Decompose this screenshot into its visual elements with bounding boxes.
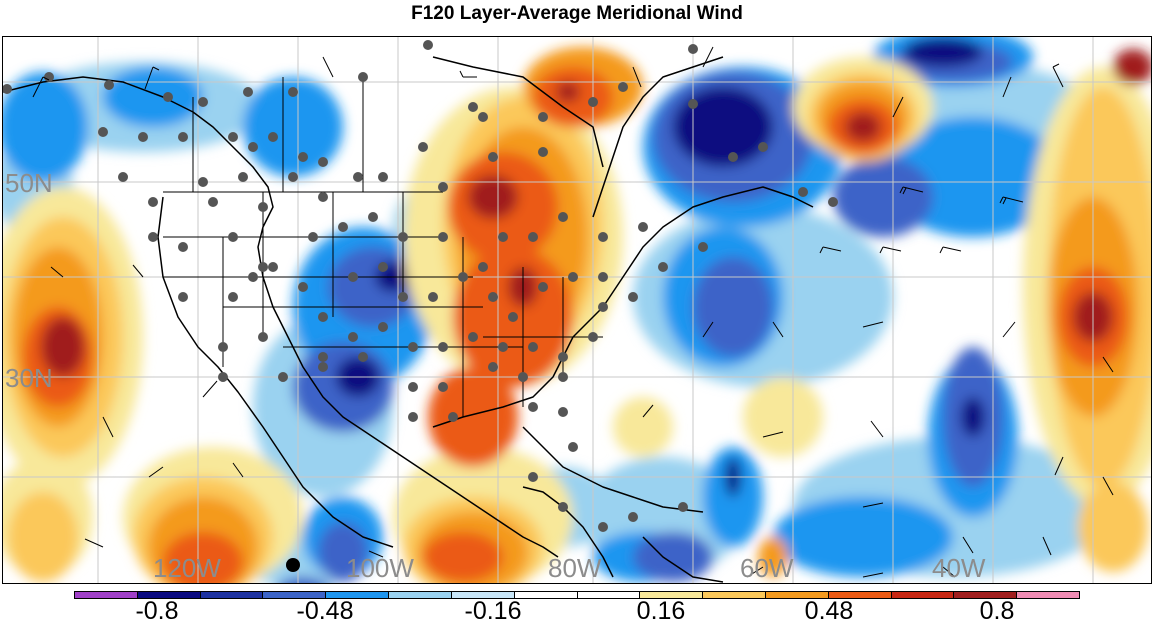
- colorbar: [74, 591, 1080, 599]
- colorbar-label-neg-0-48: -0.48: [296, 597, 354, 625]
- colorbar-segment: [954, 592, 1018, 598]
- colorbar-segment: [640, 592, 704, 598]
- colorbar-segment: [891, 592, 955, 598]
- longitude-label-80w: 80W: [548, 553, 602, 583]
- wind-map-canvas: [3, 37, 1151, 583]
- colorbar-segment: [263, 592, 327, 598]
- colorbar-label-0-8: 0.8: [979, 597, 1015, 625]
- latitude-label-50n: 50N: [5, 168, 53, 198]
- latitude-label-30n: 30N: [5, 363, 53, 393]
- colorbar-segment: [703, 592, 766, 598]
- colorbar-segment: [765, 592, 829, 598]
- colorbar-label-0-48: 0.48: [804, 597, 854, 625]
- meridional-wind-contours: [3, 37, 1151, 583]
- wind-barbs: [32, 46, 1114, 578]
- colorbar-segment: [451, 592, 515, 598]
- colorbar-segment: [389, 592, 452, 598]
- colorbar-segment: [514, 592, 578, 598]
- colorbar-segment: [137, 592, 201, 598]
- highlighted-station-dot: [286, 558, 300, 572]
- longitude-label-120w: 120W: [153, 553, 221, 583]
- map-title: F120 Layer-Average Meridional Wind: [411, 3, 743, 24]
- colorbar-label-neg-0-16: -0.16: [464, 597, 522, 625]
- longitude-label-60w: 60W: [740, 553, 794, 583]
- longitude-label-100w: 100W: [346, 553, 414, 583]
- colorbar-segment: [326, 592, 390, 598]
- colorbar-segment: [1017, 592, 1079, 598]
- longitude-label-40w: 40W: [932, 553, 986, 583]
- colorbar-segment: [828, 592, 892, 598]
- colorbar-label-0-16: 0.16: [636, 597, 686, 625]
- colorbar-segment: [200, 592, 264, 598]
- wind-map: 50N 30N 120W 100W 80W 60W 40W: [2, 36, 1152, 584]
- station-dots: [3, 40, 838, 532]
- colorbar-label-neg-0-8: -0.8: [135, 597, 179, 625]
- colorbar-segment: [577, 592, 641, 598]
- colorbar-segment: [75, 592, 138, 598]
